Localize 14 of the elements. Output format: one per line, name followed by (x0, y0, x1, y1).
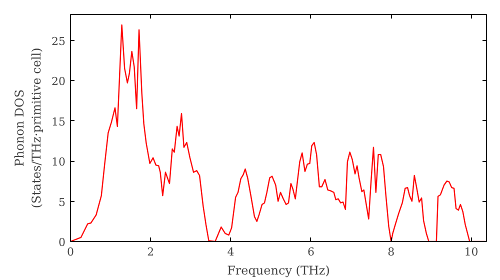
y-axis-title: Phonon DOS (States/THz·primitive cell) (12, 48, 44, 208)
y-tick-label: 5 (58, 196, 66, 209)
x-tick-label: 0 (67, 246, 74, 258)
x-tick-label: 4 (227, 246, 234, 258)
y-tick-label: 25 (52, 34, 66, 48)
x-tick-label: 8 (388, 246, 395, 258)
y-tick-label: 0 (58, 236, 66, 249)
y-tick-label: 10 (52, 156, 66, 169)
y-tick-label: 15 (52, 115, 66, 128)
x-tick-label: 2 (147, 246, 154, 258)
x-axis-title: Frequency (THz) (227, 264, 330, 278)
y-tick-label: 20 (52, 75, 66, 88)
x-tick-label: 6 (307, 246, 314, 258)
x-tick-label: 10 (464, 246, 478, 258)
